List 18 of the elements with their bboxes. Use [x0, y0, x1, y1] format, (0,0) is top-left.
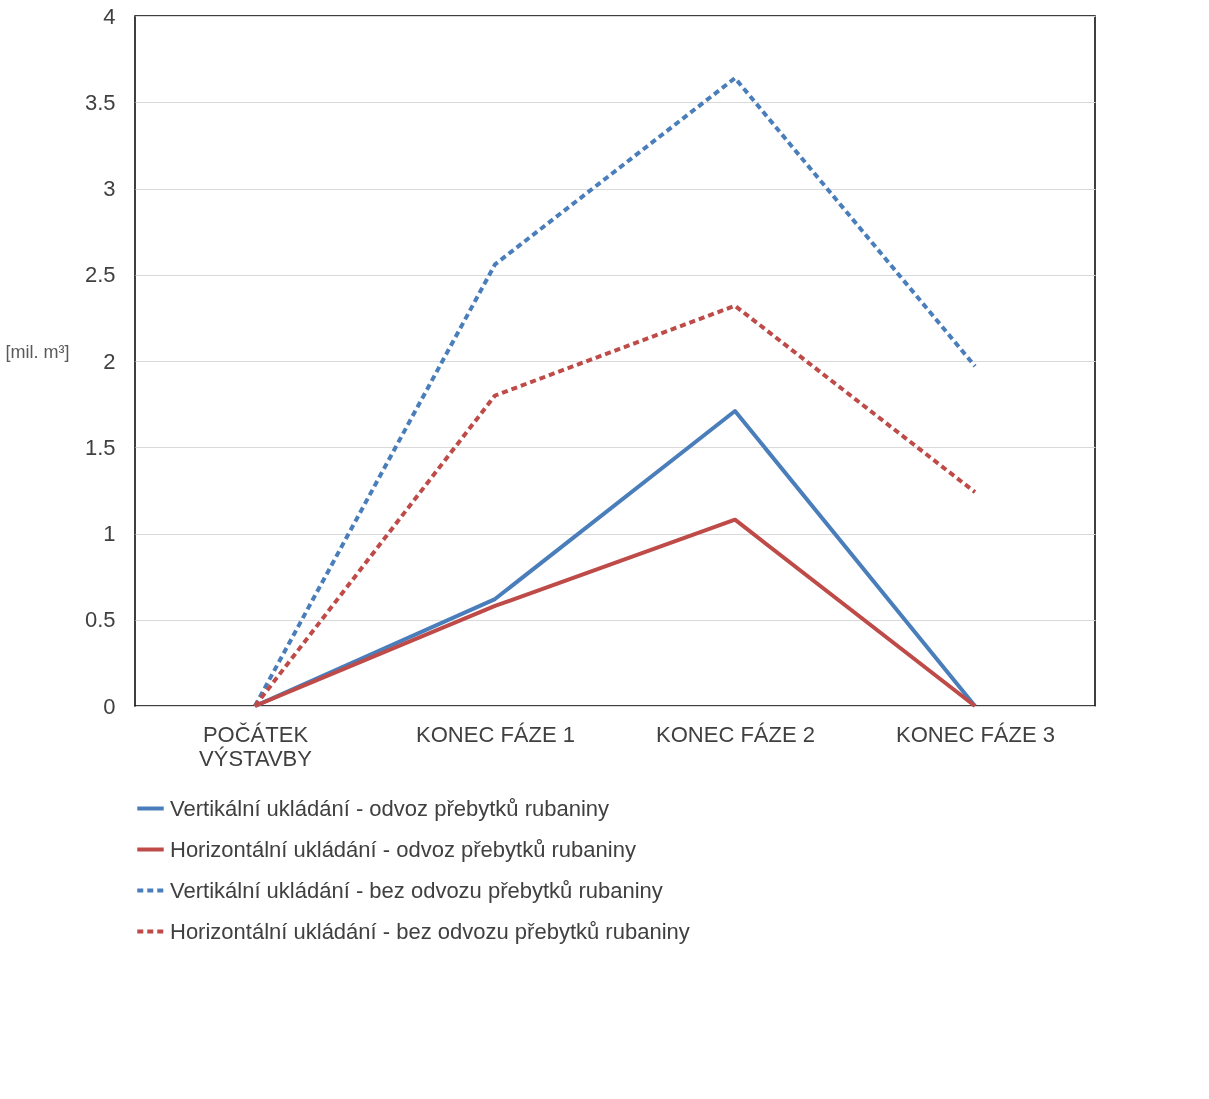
y-tick-label: 4: [103, 3, 116, 29]
legend-label: Vertikální ukládání - bez odvozu přebytků rubaniny: [170, 877, 663, 903]
x-tick-label: KONEC FÁZE 1: [416, 721, 575, 747]
y-tick-label: 3: [103, 176, 116, 201]
x-tick-label: POČÁTEK VÝSTAVBY: [199, 721, 313, 771]
legend-label: Horizontální ukládání - odvoz přebytků rubaniny: [170, 836, 636, 862]
y-tick-label: 0.5: [84, 607, 116, 633]
legend-label: Horizontální ukládání - bez odvozu přebytků rubaniny: [170, 918, 690, 944]
x-tick-label: KONEC FÁZE 2: [656, 721, 815, 747]
y-tick-label: 2.5: [84, 262, 116, 288]
y-tick-label: 1: [103, 521, 116, 546]
y-tick-label: 0: [103, 693, 116, 719]
y-axis-title: [mil. m³]: [5, 341, 70, 362]
x-tick-label: KONEC FÁZE 3: [896, 721, 1055, 747]
legend-label: Vertikální ukládání - odvoz přebytků rubaniny: [170, 795, 610, 821]
y-tick-label: 2: [103, 348, 116, 374]
y-tick-label: 1.5: [84, 434, 116, 460]
y-tick-label: 3.5: [84, 89, 116, 115]
